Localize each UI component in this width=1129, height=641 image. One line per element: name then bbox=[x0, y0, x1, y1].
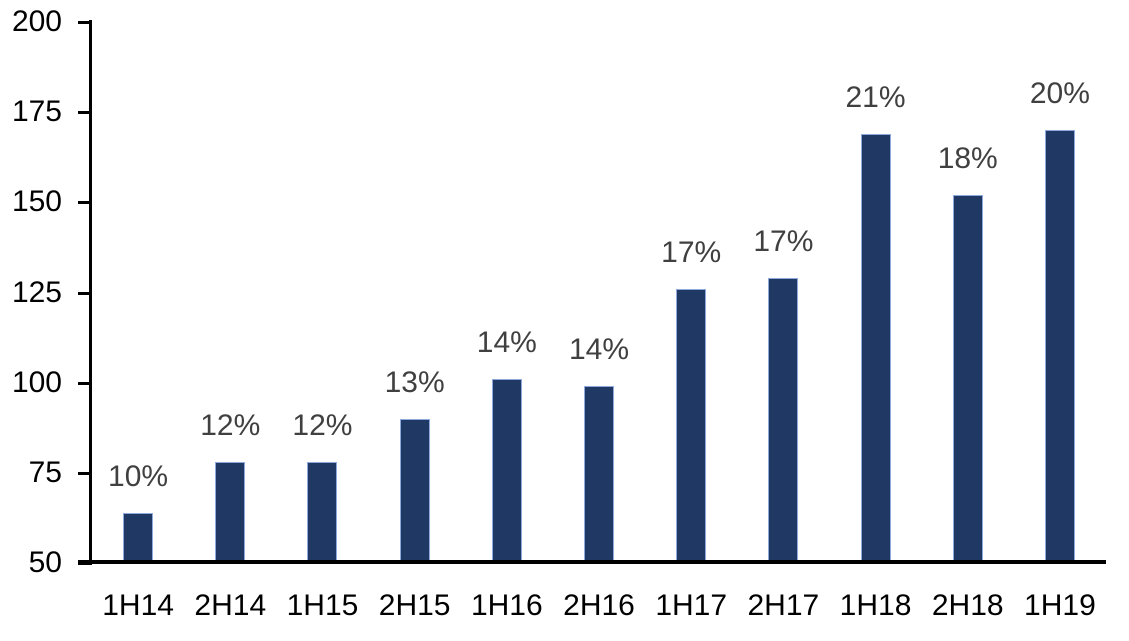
y-tick-label: 150 bbox=[11, 185, 62, 219]
bar-value-label: 21% bbox=[845, 80, 906, 114]
bar-value-label: 17% bbox=[661, 235, 722, 269]
bar-2H16 bbox=[584, 386, 614, 563]
bar-1H17 bbox=[676, 288, 707, 563]
x-tick-label: 2H17 bbox=[747, 589, 820, 622]
bar-value-label: 17% bbox=[753, 225, 814, 259]
bar-value-label: 10% bbox=[108, 459, 169, 493]
y-tick-mark bbox=[78, 471, 92, 475]
x-tick-label: 2H18 bbox=[931, 589, 1004, 622]
bar-value-label: 12% bbox=[200, 409, 261, 442]
y-tick-mark bbox=[78, 291, 92, 295]
y-tick-label: 50 bbox=[28, 546, 62, 579]
x-axis-line bbox=[78, 560, 1106, 564]
y-axis-line bbox=[89, 20, 92, 565]
bar-value-label: 20% bbox=[1029, 77, 1090, 111]
x-tick-label: 1H17 bbox=[655, 589, 728, 622]
x-tick-label: 1H18 bbox=[839, 589, 912, 622]
x-tick-label: 2H15 bbox=[378, 589, 451, 622]
x-tick-label: 2H16 bbox=[563, 589, 635, 622]
x-tick-label: 1H15 bbox=[286, 589, 359, 622]
bar-2H17 bbox=[768, 278, 799, 563]
y-tick-mark bbox=[78, 111, 92, 115]
y-tick-label: 200 bbox=[11, 5, 62, 38]
bar-2H15 bbox=[399, 418, 430, 563]
bar-value-label: 12% bbox=[292, 409, 353, 442]
bar-1H19 bbox=[1044, 130, 1075, 563]
bar-2H14 bbox=[215, 462, 246, 563]
bar-value-label: 13% bbox=[384, 365, 445, 399]
bar-1H16 bbox=[491, 379, 522, 563]
y-tick-mark bbox=[78, 201, 92, 205]
x-tick-label: 1H16 bbox=[470, 589, 543, 622]
y-tick-label: 175 bbox=[11, 95, 62, 129]
bar-1H15 bbox=[307, 462, 338, 563]
x-tick-label: 1H19 bbox=[1024, 589, 1096, 622]
y-tick-mark bbox=[78, 381, 92, 385]
bar-value-label: 18% bbox=[937, 142, 998, 176]
y-tick-label: 100 bbox=[11, 365, 62, 399]
bar-value-label: 14% bbox=[568, 333, 630, 367]
bar-value-label: 14% bbox=[476, 326, 537, 360]
x-tick-label: 1H14 bbox=[102, 589, 174, 622]
bar-1H14 bbox=[123, 512, 154, 563]
y-tick-mark bbox=[78, 21, 92, 24]
y-tick-label: 75 bbox=[28, 455, 62, 489]
y-tick-label: 125 bbox=[11, 275, 62, 309]
x-tick-label: 2H14 bbox=[194, 589, 267, 622]
bar-2H18 bbox=[952, 195, 983, 563]
bar-1H18 bbox=[860, 133, 891, 563]
